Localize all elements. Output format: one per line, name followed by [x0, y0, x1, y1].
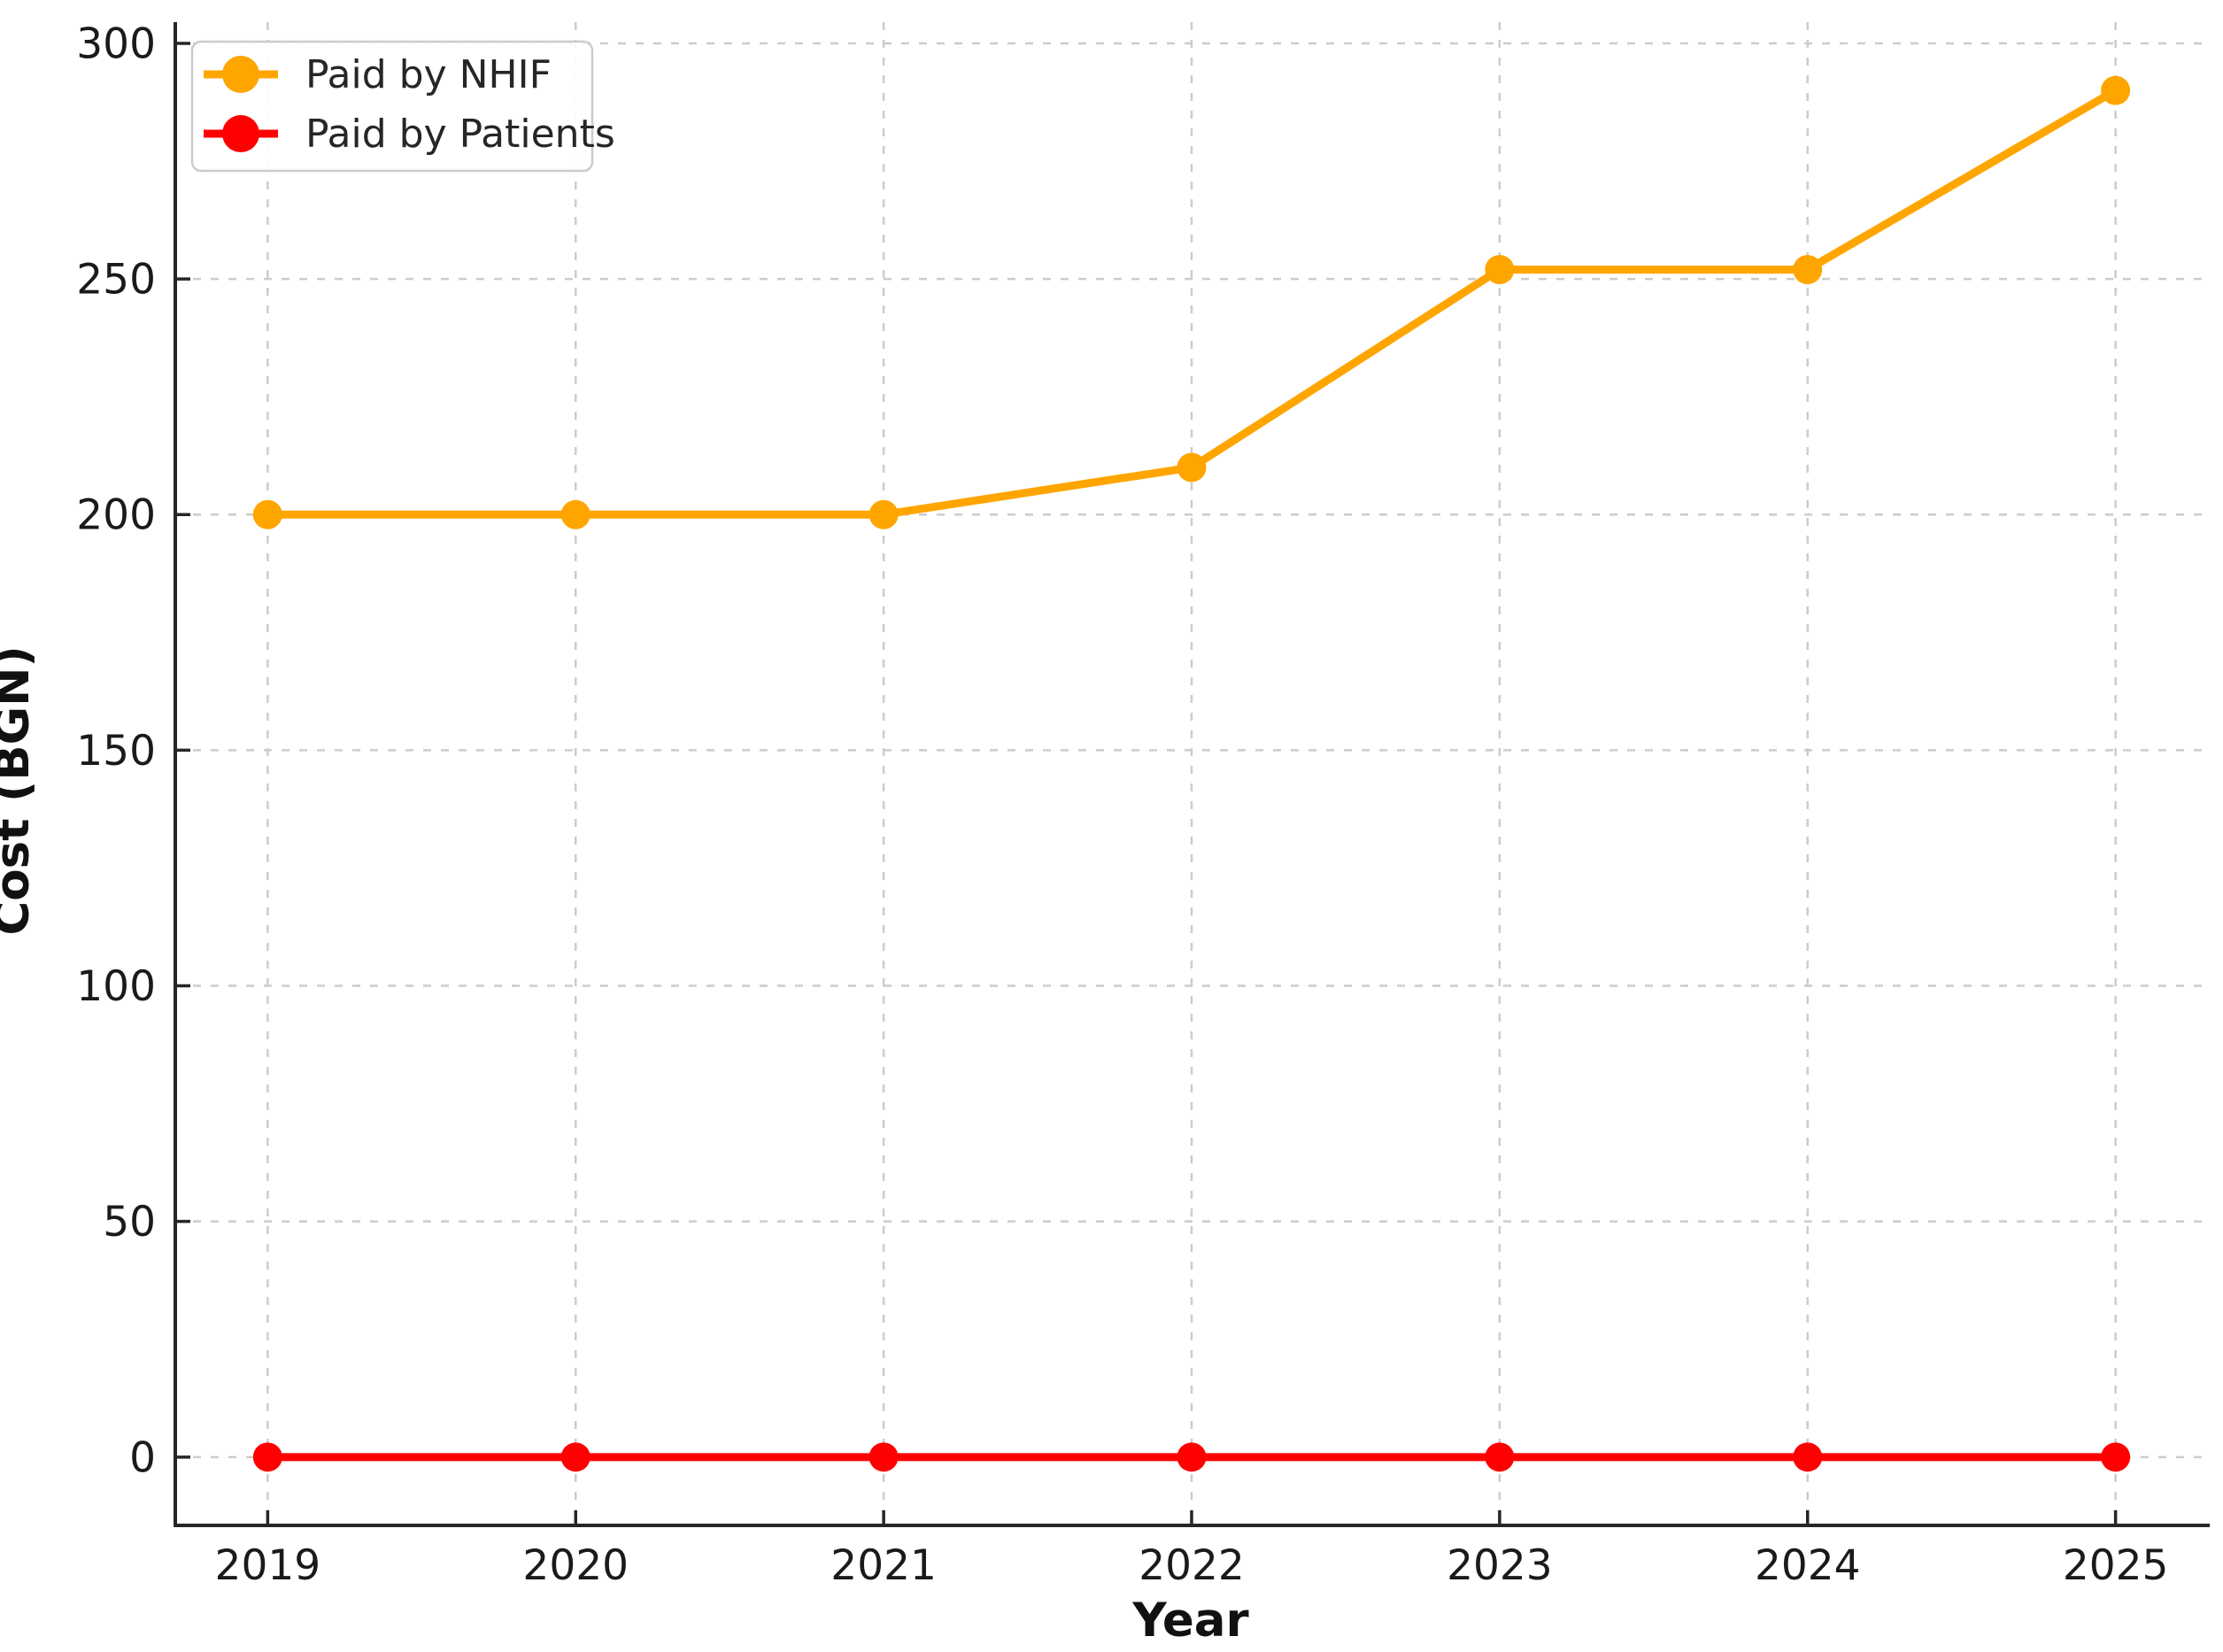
tick-layer	[175, 42, 2118, 1525]
y-tick-label: 50	[103, 1198, 156, 1247]
y-tick-label: 250	[76, 256, 156, 305]
legend: Paid by NHIF Paid by Patients	[190, 40, 615, 173]
x-tick-label: 2023	[1447, 1541, 1553, 1590]
data-point	[560, 499, 590, 529]
x-tick-label: 2020	[522, 1541, 629, 1590]
data-point	[868, 499, 899, 529]
x-tick-label: 2021	[830, 1541, 937, 1590]
y-tick-label: 300	[76, 19, 156, 68]
data-point	[2101, 75, 2131, 105]
data-point	[1485, 254, 1515, 284]
data-point	[252, 499, 282, 529]
data-point	[868, 1442, 899, 1472]
data-point	[1177, 452, 1207, 482]
y-tick-label: 150	[76, 727, 156, 776]
legend-item-patients: Paid by Patients	[204, 112, 615, 157]
data-point	[1485, 1442, 1515, 1472]
grid-layer	[175, 22, 2208, 1525]
data-point	[1793, 1442, 1823, 1472]
x-axis-title: Year	[1131, 1594, 1248, 1648]
legend-label-patients: Paid by Patients	[305, 112, 615, 157]
data-point	[1793, 254, 1823, 284]
y-axis-title: Cost (BGN)	[0, 645, 40, 935]
x-tick-label: 2025	[2063, 1541, 2169, 1590]
y-tick-label: 100	[76, 962, 156, 1011]
data-point	[1177, 1442, 1207, 1472]
x-tick-label: 2022	[1139, 1541, 1245, 1590]
legend-label-nhif: Paid by NHIF	[305, 52, 552, 97]
legend-marker-patients-icon	[222, 115, 259, 152]
data-point	[560, 1442, 590, 1472]
series-layer	[252, 75, 2131, 1472]
legend-marker-nhif-icon	[222, 56, 259, 93]
x-tick-label: 2024	[1755, 1541, 1861, 1590]
legend-box	[190, 40, 594, 173]
axes-spines	[174, 22, 2210, 1527]
y-tick-label: 0	[129, 1433, 156, 1482]
data-point	[252, 1442, 282, 1472]
data-point	[2101, 1442, 2131, 1472]
y-tick-label: 200	[76, 491, 156, 540]
x-tick-label: 2019	[215, 1541, 321, 1590]
legend-item-nhif: Paid by NHIF	[204, 52, 552, 97]
tick-label-layer: 0 50 100 150 200 250 300 2019 2020 2021 2022 2023 20…	[76, 19, 2168, 1590]
